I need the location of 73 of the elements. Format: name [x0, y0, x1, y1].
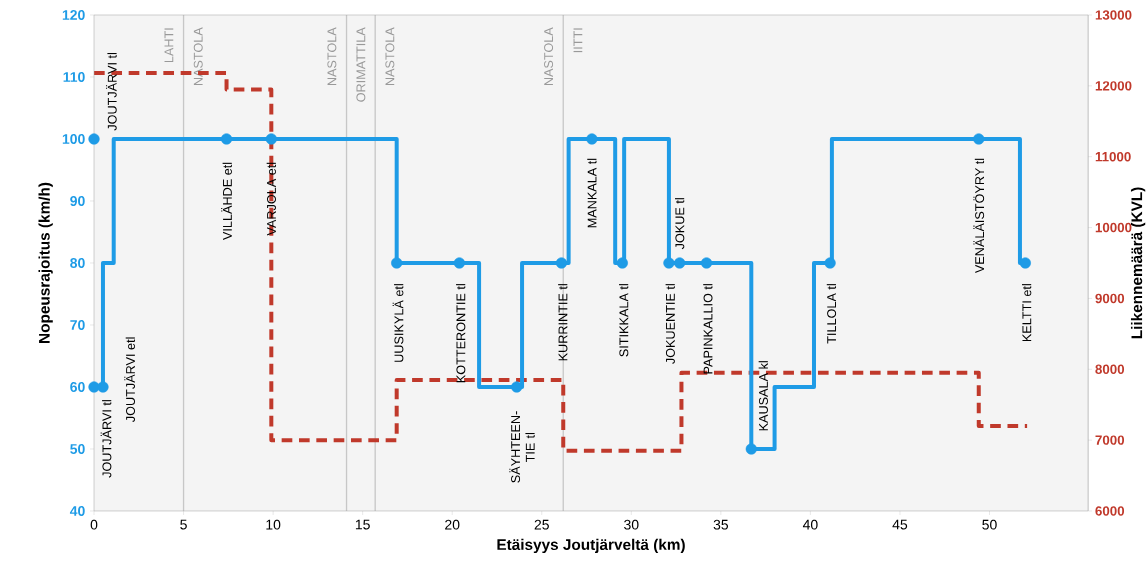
y2-tick-label: 7000: [1095, 435, 1125, 445]
point: [824, 257, 836, 269]
x-axis-title: Etäisyys Joutjärveltä (km): [497, 538, 685, 554]
band-label: NASTOLA: [544, 27, 554, 86]
y-tick-label: 60: [70, 382, 85, 392]
point: [88, 381, 100, 393]
annotation: VENÄLÄISTÖYRY tl: [973, 158, 985, 274]
y-tick-label: 120: [62, 10, 85, 20]
point: [391, 257, 403, 269]
y2-tick-label: 9000: [1095, 293, 1125, 304]
point: [220, 133, 233, 145]
point: [586, 133, 598, 145]
y-axis-title: Nopeusrajoitus (km/h): [38, 182, 53, 343]
x-tick-label: 30: [624, 519, 639, 530]
point: [674, 257, 686, 269]
point: [88, 133, 100, 145]
text: NASTOLA: [385, 27, 395, 86]
y2-tick-label: 6000: [1095, 506, 1125, 516]
annotation: KELTTI etl: [1022, 284, 1032, 342]
y2-tick-label: 11000: [1095, 151, 1131, 162]
annotation: KOTTERONTIE tl: [456, 284, 466, 383]
annotation: JOUTJÄRVI etl: [124, 337, 135, 423]
point: [265, 133, 277, 145]
point: [1019, 257, 1031, 269]
y2-tick-label: 8000: [1095, 364, 1125, 374]
x-tick-label: 10: [266, 519, 281, 530]
point: [973, 133, 985, 145]
point: [700, 257, 713, 269]
point: [511, 381, 523, 393]
x-tick-label: 5: [180, 519, 187, 530]
x-tick-label: 0: [90, 519, 98, 530]
band-label: IITTI: [573, 28, 583, 53]
annotation: MANKALA tl: [587, 158, 597, 228]
y-tick-label: 100: [62, 134, 85, 144]
y-tick-label: 110: [63, 72, 85, 82]
band-label: LAHTI: [164, 28, 174, 63]
annotation: JOUTJÄRVI tl: [100, 400, 112, 478]
y2-tick-label: 10000: [1095, 222, 1132, 233]
annotation: JOUTJÄRVI tl: [105, 52, 117, 131]
y2-tick-label: 13000: [1095, 10, 1132, 20]
x-tick-label: 15: [355, 519, 370, 530]
y-tick-label: 50: [70, 444, 85, 454]
x-tick-label: 20: [445, 519, 460, 530]
annotation: VARJOLA etl: [266, 162, 276, 236]
text: NASTOLA: [327, 27, 337, 86]
annotation: SÄYHTEEN- TIE tl: [509, 411, 535, 483]
point: [97, 381, 109, 393]
y-tick-label: 70: [70, 320, 85, 330]
x-tick-label: 45: [892, 519, 908, 530]
annotation: KAUSALA kl: [758, 361, 768, 431]
annotation: SITIKKALA tl: [619, 284, 629, 357]
point: [663, 257, 675, 269]
y-tick-label: 80: [70, 258, 85, 268]
band-label: ORIMATTILA: [356, 27, 366, 102]
annotation: UUSIKYLÄ etl: [392, 284, 404, 362]
annotation: JOKUE tl: [675, 198, 685, 250]
annotation: VILLÄHDE etl: [221, 162, 232, 241]
point: [745, 443, 757, 455]
annotation: TILLOLA tl: [826, 284, 837, 344]
point: [555, 257, 568, 269]
y2-tick-label: 12000: [1095, 81, 1132, 91]
annotation: PAPINKALLIO tl: [703, 284, 713, 374]
annotation: KURRINTIE tl: [558, 284, 568, 361]
band-label: NASTOLA: [193, 27, 203, 86]
point: [453, 257, 465, 269]
y-tick-label: 90: [70, 196, 85, 206]
annotation: JOKUENTIE tl: [665, 284, 675, 364]
point: [616, 257, 628, 269]
x-tick-label: 50: [982, 519, 997, 530]
x-tick-label: 25: [534, 519, 549, 530]
x-tick-label: 40: [802, 519, 818, 530]
x-tick-label: 35: [713, 519, 729, 530]
y-tick-label: 40: [69, 506, 85, 516]
